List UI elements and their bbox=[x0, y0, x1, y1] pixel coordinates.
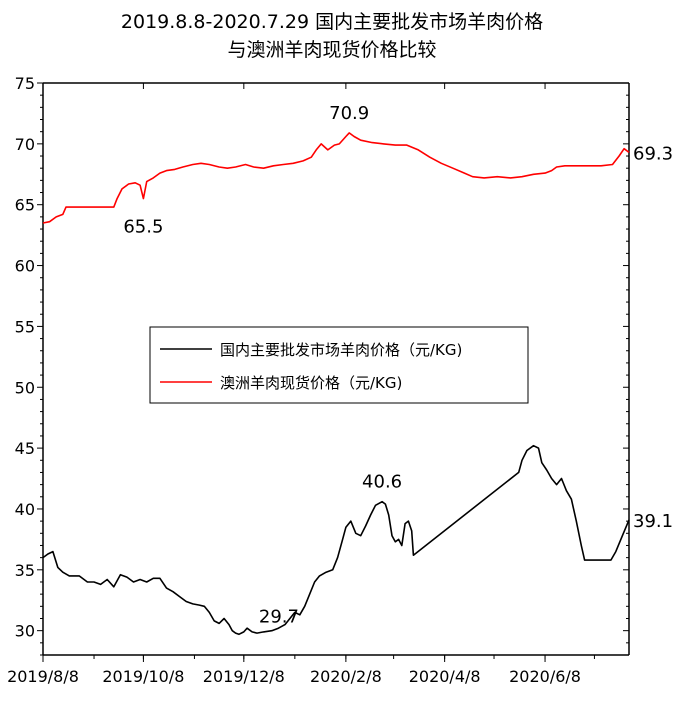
x-tick-label: 2019/8/8 bbox=[7, 667, 79, 686]
data-label: 65.5 bbox=[123, 217, 163, 238]
y-tick-label: 40 bbox=[15, 500, 35, 519]
data-label: 69.3 bbox=[633, 143, 673, 164]
series-line-domestic bbox=[42, 444, 630, 636]
y-tick-label: 35 bbox=[15, 561, 35, 580]
y-tick-label: 70 bbox=[15, 135, 35, 154]
chart-subtitle: 与澳洲羊肉现货价格比较 bbox=[227, 39, 436, 61]
plot-area: 30 35 40 45 50 55 60 65 70 75 2019/8/8 2019/10/8 201… bbox=[7, 74, 673, 686]
data-label: 70.9 bbox=[329, 103, 369, 124]
series-line-australia bbox=[42, 132, 630, 224]
x-tick-label: 2020/2/8 bbox=[310, 667, 382, 686]
y-tick-label: 45 bbox=[15, 439, 35, 458]
y-tick-label: 75 bbox=[15, 74, 35, 93]
y-tick-label: 50 bbox=[15, 378, 35, 397]
x-tick-label: 2020/4/8 bbox=[409, 667, 481, 686]
x-tick-label: 2020/6/8 bbox=[509, 667, 581, 686]
y-tick-label: 60 bbox=[15, 257, 35, 276]
legend-box bbox=[149, 326, 529, 404]
y-tick-label: 30 bbox=[15, 622, 35, 641]
data-label: 40.6 bbox=[362, 472, 402, 493]
legend: 国内主要批发市场羊肉价格（元/KG) 澳洲羊肉现货价格（元/KG) bbox=[149, 326, 529, 404]
y-tick-label: 55 bbox=[15, 317, 35, 336]
legend-label-australia: 澳洲羊肉现货价格（元/KG) bbox=[220, 374, 402, 392]
data-label: 29.7 bbox=[259, 606, 299, 627]
data-label: 39.1 bbox=[633, 511, 673, 532]
x-tick-label: 2019/12/8 bbox=[203, 667, 285, 686]
x-tick-label: 2019/10/8 bbox=[102, 667, 184, 686]
chart-title: 2019.8.8-2020.7.29 国内主要批发市场羊肉价格 bbox=[121, 11, 543, 33]
y-tick-label: 65 bbox=[15, 196, 35, 215]
legend-label-domestic: 国内主要批发市场羊肉价格（元/KG) bbox=[220, 341, 462, 359]
